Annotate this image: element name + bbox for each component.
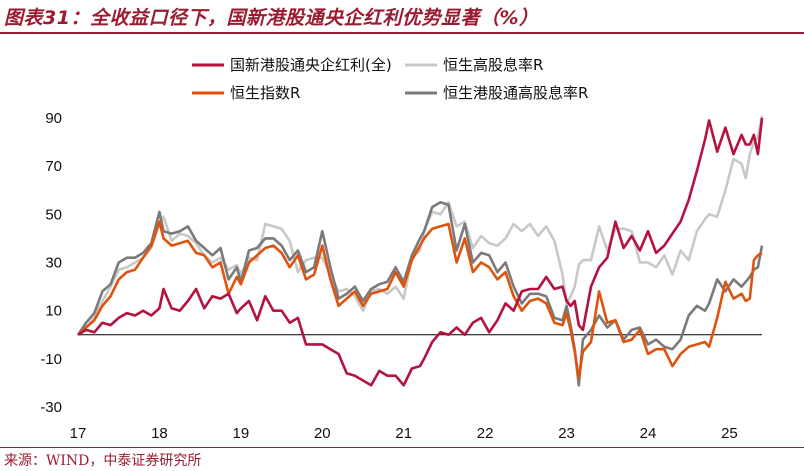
y-tick-label: -30 xyxy=(40,399,62,416)
legend-label-0: 国新港股通央企红利(全) xyxy=(230,56,392,74)
chart-series-lines xyxy=(76,115,764,387)
series-line-2 xyxy=(77,220,763,380)
x-tick-label: 17 xyxy=(70,425,87,442)
x-tick-label: 22 xyxy=(477,425,494,442)
x-tick-label: 21 xyxy=(395,425,412,442)
y-tick-label: 50 xyxy=(45,206,62,223)
legend-label-2: 恒生指数R xyxy=(230,84,300,102)
x-tick-label: 23 xyxy=(558,425,575,442)
source-divider xyxy=(0,447,804,448)
x-tick-label: 18 xyxy=(151,425,168,442)
series-line-3 xyxy=(76,201,764,387)
x-tick-label: 20 xyxy=(314,425,331,442)
y-tick-label: 10 xyxy=(45,303,62,320)
title-divider xyxy=(0,32,804,34)
legend-label-1: 恒生高股息率R xyxy=(443,56,543,74)
y-tick-label: 70 xyxy=(45,158,62,175)
y-tick-label: -10 xyxy=(40,351,62,368)
figure-title: 图表31：全收益口径下，国新港股通央企红利优势显著（%） xyxy=(4,7,539,29)
x-tick-label: 24 xyxy=(640,425,657,442)
series-line-1 xyxy=(77,115,764,336)
chart-legend: 国新港股通央企红利(全) 恒生高股息率R 恒生指数R 恒生港股通高股息率R xyxy=(192,56,588,102)
x-tick-label: 25 xyxy=(721,425,738,442)
y-tick-label: 30 xyxy=(45,255,62,272)
chart-axes: -30 -10 10 30 50 70 90 17 18 19 20 21 22 23 24 25 xyxy=(40,110,762,442)
y-tick-label: 90 xyxy=(45,110,62,127)
legend-label-3: 恒生港股通高股息率R xyxy=(443,84,588,102)
series-line-0 xyxy=(77,117,764,387)
x-tick-label: 19 xyxy=(233,425,250,442)
line-chart: 国新港股通央企红利(全) 恒生高股息率R 恒生指数R 恒生港股通高股息率R -30 -1… xyxy=(40,56,764,442)
source-note: 来源：WIND，中泰证券研究所 xyxy=(4,453,202,469)
